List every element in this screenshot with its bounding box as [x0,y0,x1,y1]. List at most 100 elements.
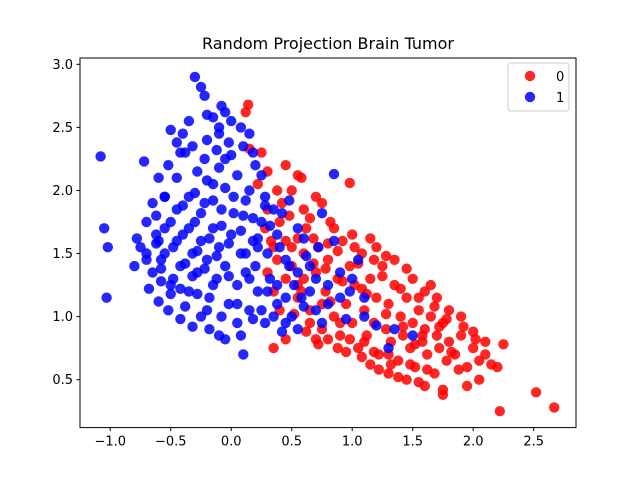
data-point [301,326,312,337]
data-point [268,311,279,322]
data-point [220,182,231,194]
data-point [244,185,255,196]
data-point [171,172,182,183]
data-point [429,301,440,312]
data-point [417,330,428,341]
data-point [461,361,473,373]
data-point [180,258,191,269]
data-point [276,208,288,219]
data-point [280,292,291,303]
data-point [395,283,406,294]
data-point [211,144,222,156]
data-point [274,216,285,228]
data-point [238,349,249,360]
data-point [407,317,418,329]
data-point [407,330,418,341]
data-point [383,368,394,379]
data-point [223,238,234,249]
data-point [337,276,348,287]
data-point [199,153,210,165]
data-point [264,220,276,231]
data-point [397,321,409,332]
legend-box [507,62,570,112]
data-point [195,208,207,219]
data-point [235,122,247,133]
data-point [213,242,225,253]
data-point [446,346,457,358]
data-point [171,137,182,148]
data-point [313,242,324,253]
data-point [256,147,267,158]
data-point [201,254,213,265]
data-point [413,305,424,316]
data-point [455,311,467,322]
data-point [443,336,455,347]
data-point [247,213,259,224]
data-point [286,185,297,196]
data-point [180,301,191,312]
x-tick-label: 0.0 [221,435,242,450]
data-point [95,151,106,162]
y-tick-label: 0.5 [52,373,73,388]
data-point [316,317,328,329]
data-point [153,296,164,307]
data-point [480,349,491,360]
data-point [422,349,433,360]
data-point [434,321,445,332]
data-point [304,317,316,329]
data-point [455,330,467,341]
data-point [365,359,376,370]
data-point [187,271,198,282]
data-point [272,298,283,310]
data-point [244,128,255,139]
data-point [328,168,340,180]
data-point [380,250,392,262]
legend-marker-series-0 [524,70,536,82]
data-point [141,254,152,265]
data-point [304,260,316,272]
data-point [204,233,215,244]
data-point [383,298,394,310]
data-point [159,248,170,259]
data-point [247,313,259,325]
data-point [301,223,312,234]
data-point [183,286,195,297]
data-point [322,279,334,291]
data-point [356,351,368,363]
data-point [207,195,219,206]
data-point [151,210,162,221]
data-point [141,216,152,228]
data-point [220,107,231,118]
data-point [192,288,203,300]
data-point [377,260,388,272]
data-point [131,233,143,244]
data-point [549,402,560,413]
data-point [151,238,162,249]
data-point [143,283,155,294]
data-point [470,334,481,345]
data-point [368,254,380,265]
data-point [334,292,346,303]
data-point [280,160,291,171]
data-point [310,273,322,284]
data-point [413,292,424,303]
data-point [238,141,249,152]
data-point [380,324,392,335]
data-point [437,389,449,400]
data-point [328,235,340,247]
data-point [292,223,303,234]
data-point [101,292,112,303]
data-point [256,170,267,181]
y-tick-label: 3.0 [52,58,73,73]
legend-label-series-0: 0 [556,70,564,85]
data-point [272,185,283,196]
data-point [129,260,140,272]
data-point [175,147,186,158]
data-point [298,301,309,312]
data-point [332,342,343,354]
data-point [235,225,247,236]
data-point [268,342,279,354]
data-point [216,311,227,322]
data-point [340,346,352,358]
data-point [252,178,263,190]
